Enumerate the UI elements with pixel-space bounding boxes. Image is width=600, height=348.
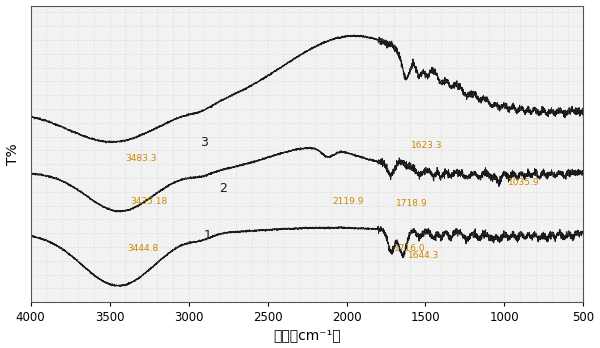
Text: 3: 3 <box>200 136 208 149</box>
Text: 1623.3: 1623.3 <box>411 141 443 150</box>
X-axis label: 波数（cm⁻¹）: 波数（cm⁻¹） <box>273 329 341 342</box>
Y-axis label: T%: T% <box>5 143 20 165</box>
Text: 1035.9: 1035.9 <box>508 178 539 187</box>
Text: 1: 1 <box>203 229 211 242</box>
Text: 3435.18: 3435.18 <box>130 197 167 206</box>
Text: 1644.3: 1644.3 <box>408 251 439 260</box>
Text: 3483.3: 3483.3 <box>125 155 157 164</box>
Text: 1718.9: 1718.9 <box>395 199 427 208</box>
Text: 2: 2 <box>220 182 227 195</box>
Text: 2119.9: 2119.9 <box>332 197 364 206</box>
Text: 1716.0: 1716.0 <box>394 244 425 253</box>
Text: 3444.8: 3444.8 <box>127 244 158 253</box>
